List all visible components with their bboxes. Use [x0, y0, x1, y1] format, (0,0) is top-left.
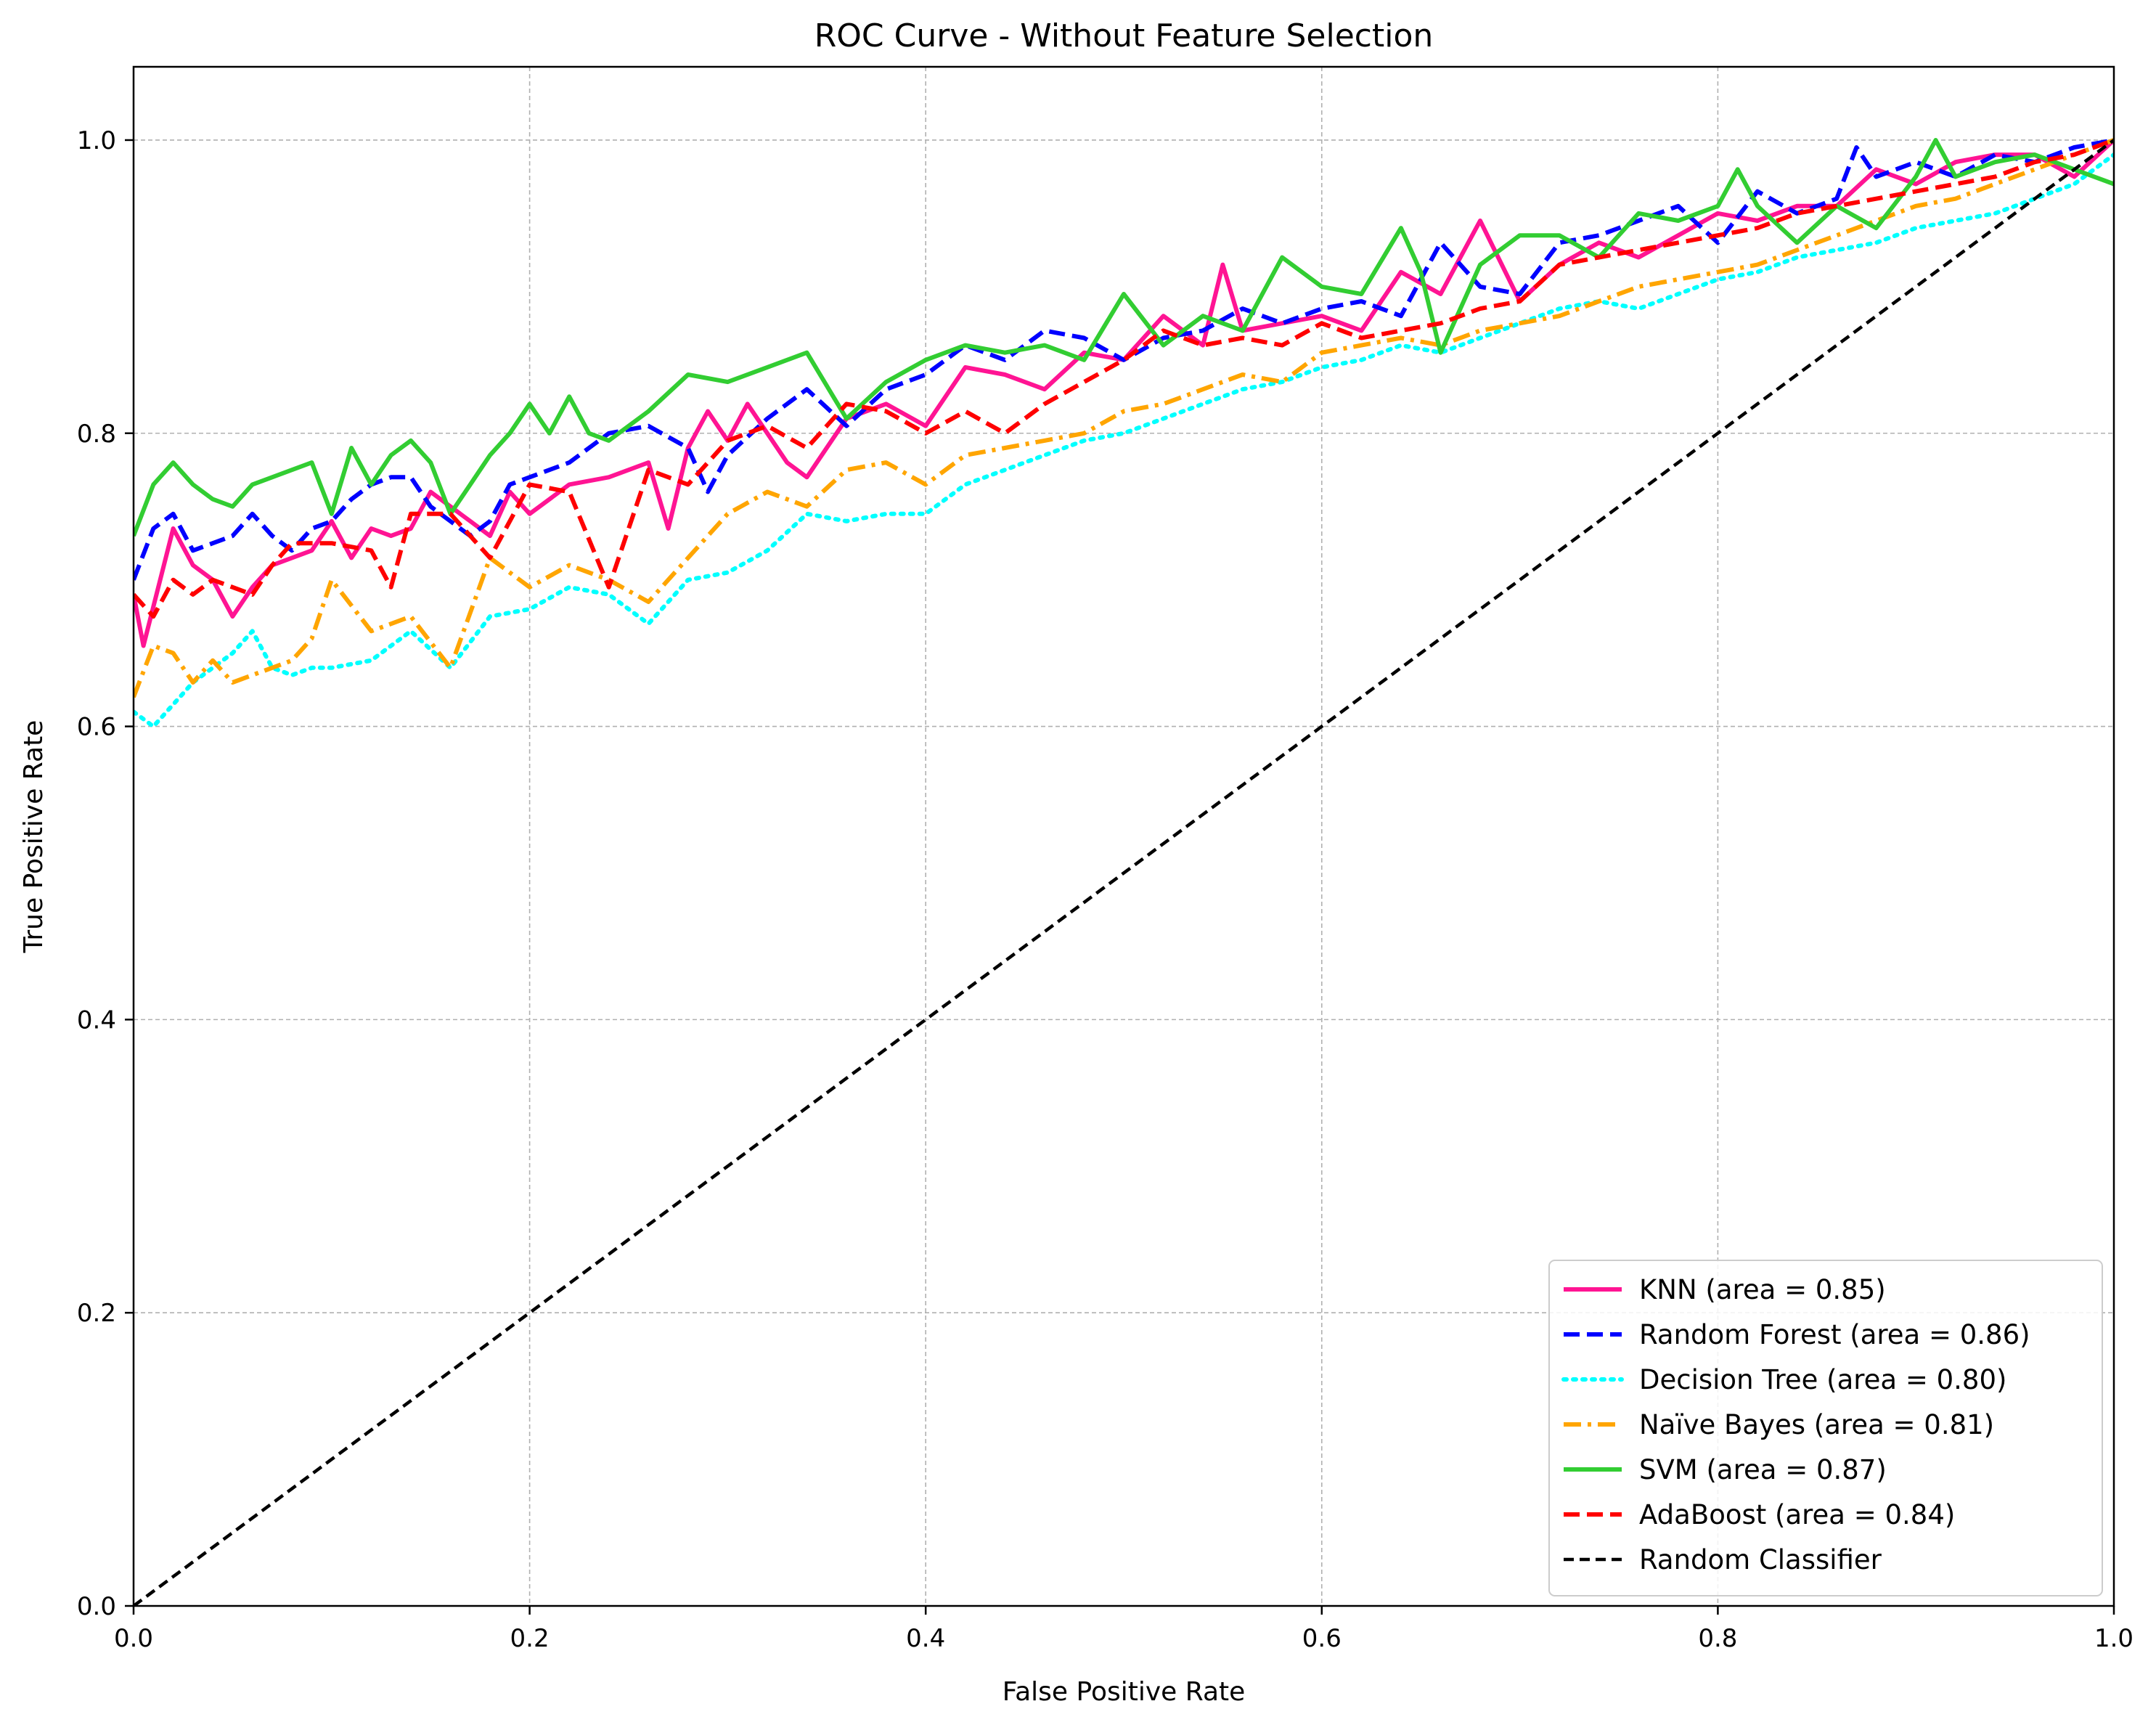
legend-label-3: Naïve Bayes (area = 0.81)	[1639, 1409, 1994, 1440]
legend-label-6: Random Classifier	[1639, 1544, 1882, 1575]
series-layer	[134, 138, 2114, 1606]
legend-label-5: AdaBoost (area = 0.84)	[1639, 1499, 1955, 1530]
legend-label-1: Random Forest (area = 0.86)	[1639, 1319, 2030, 1350]
legend-label-0: KNN (area = 0.85)	[1639, 1274, 1886, 1305]
legend: KNN (area = 0.85) Random Forest (area = 0…	[1548, 1260, 2103, 1596]
x-tick-label-1: 0.2	[510, 1624, 550, 1653]
x-tick-label-2: 0.4	[906, 1624, 945, 1653]
tick-layer: 0.0 0.2 0.4 0.6 0.8 1.0 0.0 0.2 0.4 0.6 0.8 1.0	[77, 126, 2133, 1653]
x-tick-label-3: 0.6	[1302, 1624, 1342, 1653]
y-tick-label-5: 1.0	[77, 126, 116, 155]
series-line-5	[134, 138, 2114, 619]
chart-title: ROC Curve - Without Feature Selection	[814, 17, 1434, 54]
series-line-2	[134, 152, 2114, 729]
y-tick-label-2: 0.4	[77, 1006, 116, 1035]
series-line-3	[134, 138, 2114, 698]
y-axis-label: True Positive Rate	[19, 720, 49, 954]
y-tick-label-4: 0.8	[77, 420, 116, 449]
y-tick-label-0: 0.0	[77, 1592, 116, 1621]
plot-frame	[132, 65, 2115, 1607]
x-tick-label-5: 1.0	[2094, 1624, 2133, 1653]
series-line-4	[134, 138, 2114, 537]
legend-label-4: SVM (area = 0.87)	[1639, 1454, 1887, 1485]
y-tick-label-3: 0.6	[77, 713, 116, 742]
y-tick-label-1: 0.2	[77, 1299, 116, 1328]
series-line-0	[134, 138, 2114, 648]
legend-box	[1548, 1260, 2103, 1596]
x-tick-label-0: 0.0	[114, 1624, 153, 1653]
series-line-1	[134, 138, 2114, 581]
series-line-6	[134, 139, 2114, 1606]
legend-label-2: Decision Tree (area = 0.80)	[1639, 1364, 2006, 1395]
x-axis-label: False Positive Rate	[1003, 1677, 1246, 1707]
x-tick-label-4: 0.8	[1698, 1624, 1737, 1653]
